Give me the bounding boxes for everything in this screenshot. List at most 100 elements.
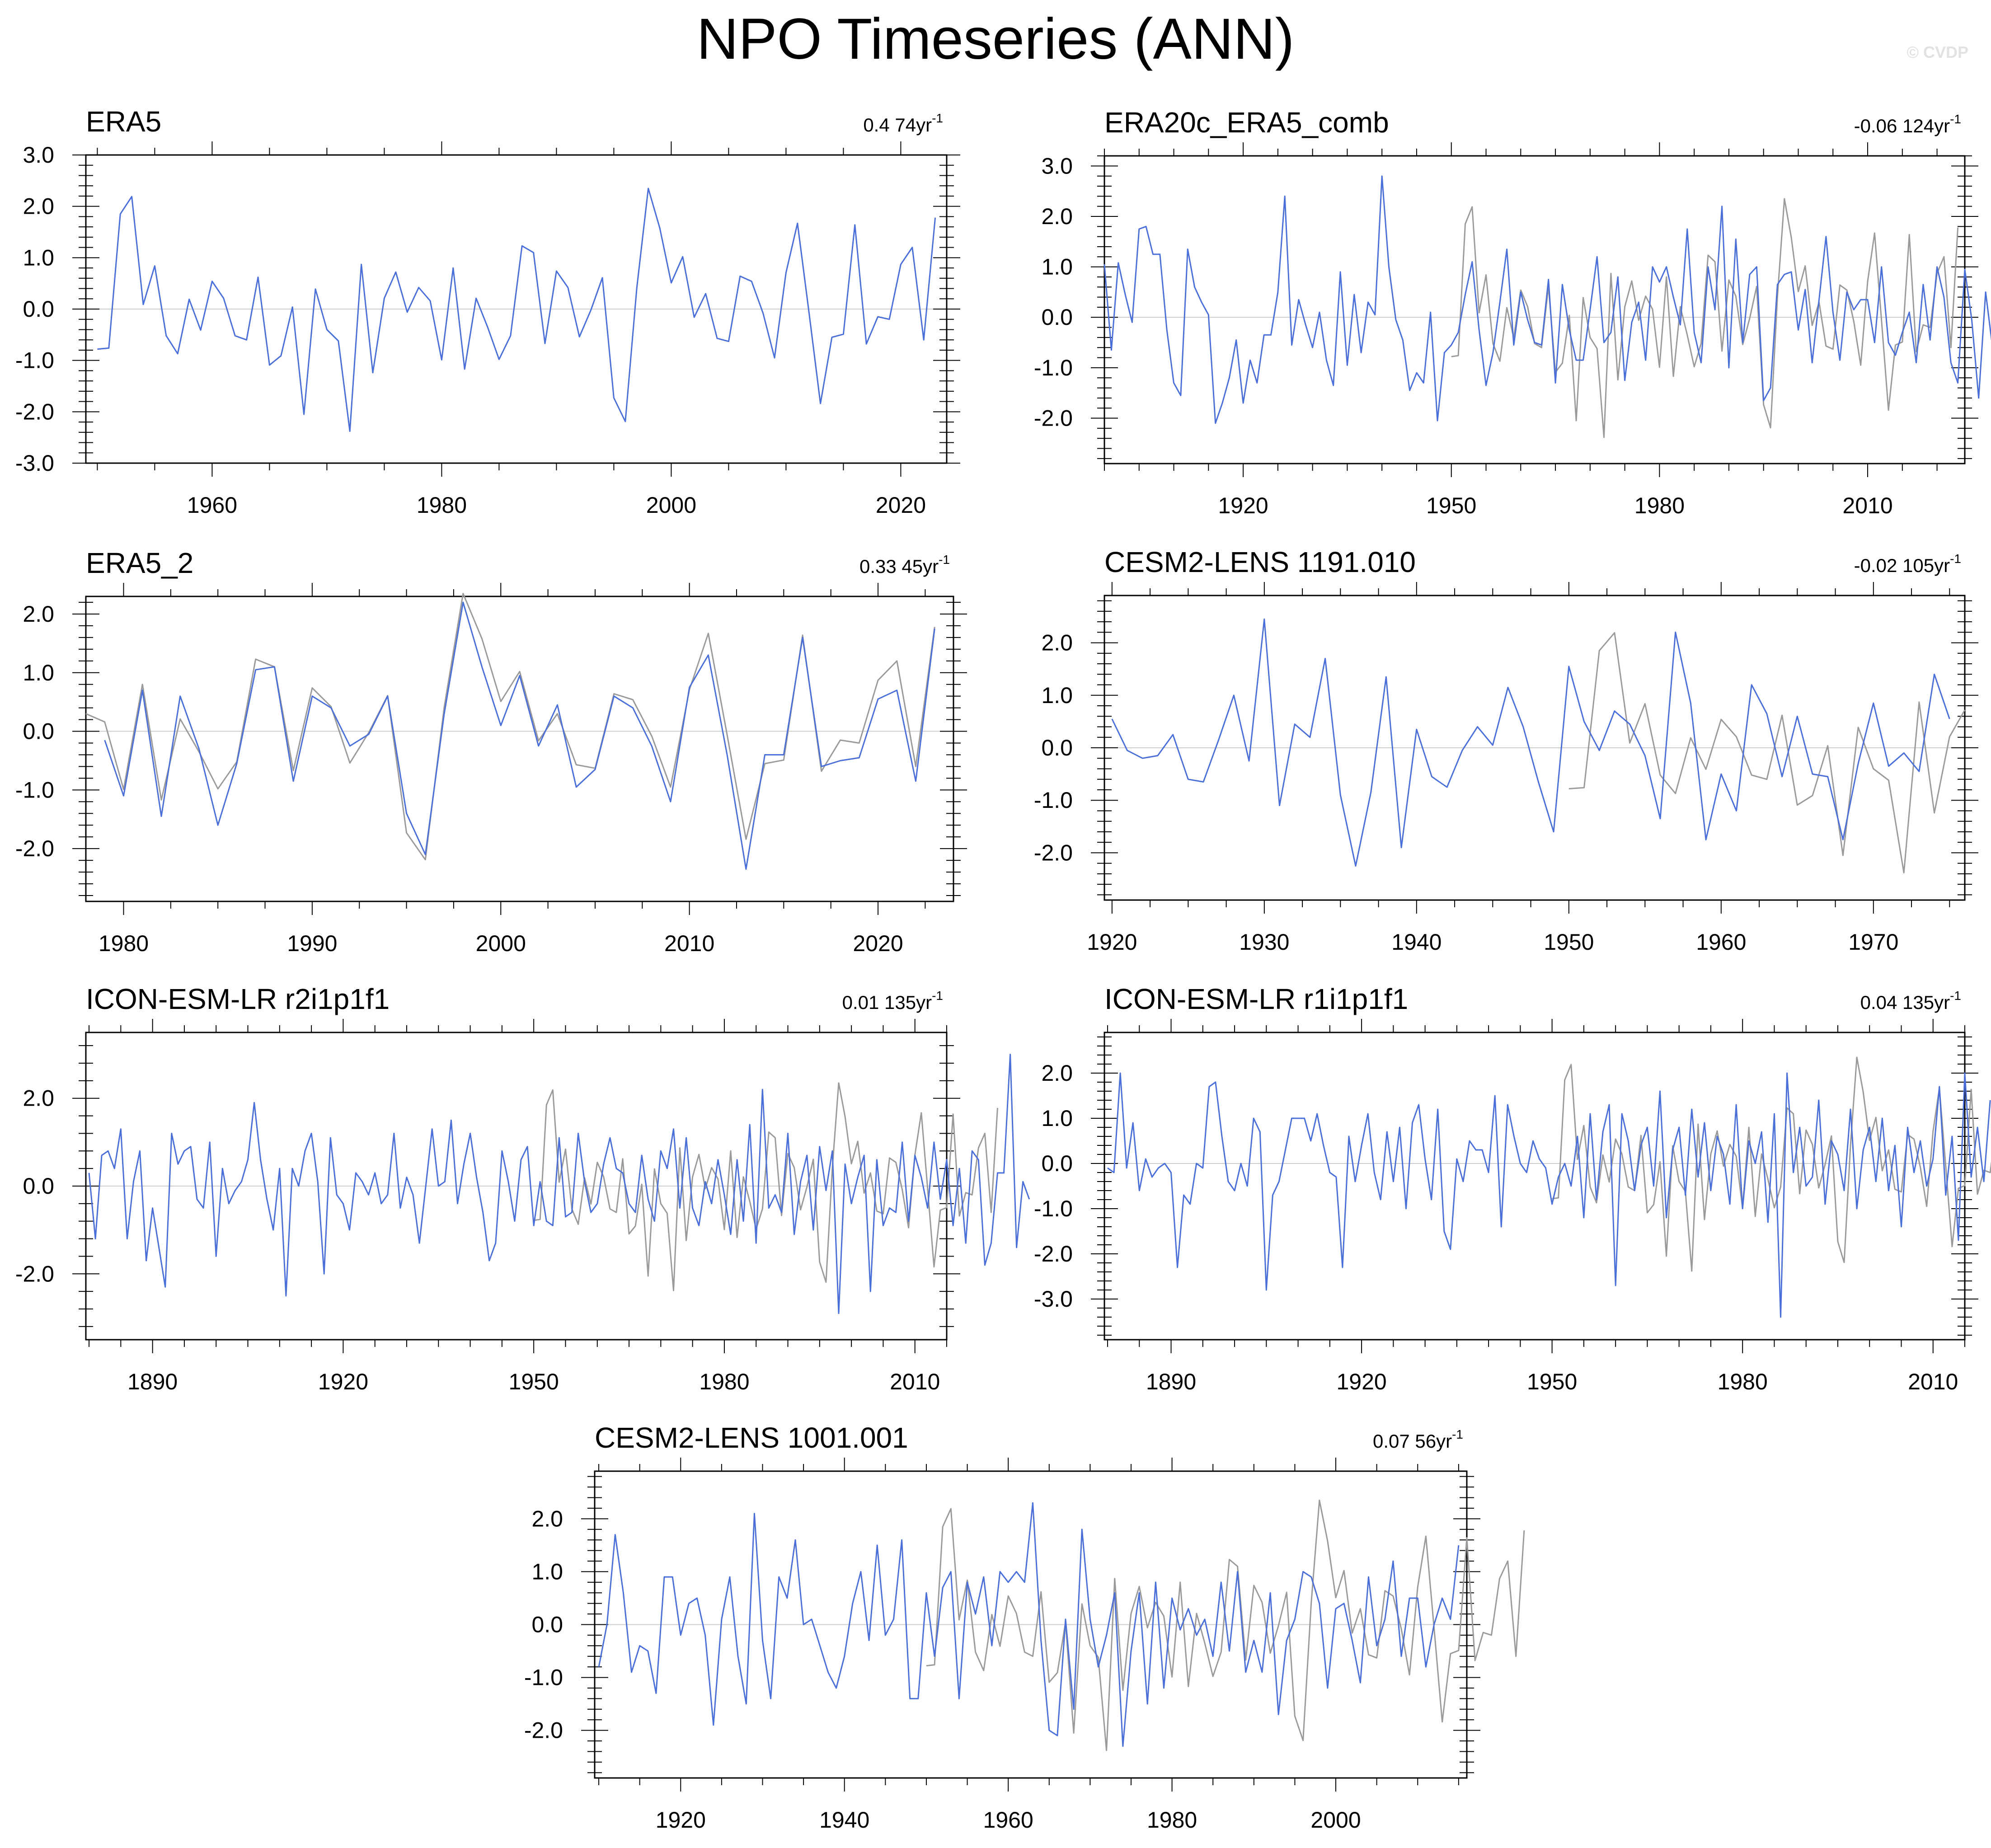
x-tick-label: 1980 — [1718, 1369, 1768, 1394]
x-tick-label: 1950 — [1426, 493, 1476, 518]
panel-4: CESM2-LENS 1191.010 -0.02 105yr-1 -2.0 -1.0… — [1034, 546, 1978, 955]
trend-label: -0.02 105yr-1 — [1854, 552, 1961, 576]
page-title: NPO Timeseries (ANN) — [696, 7, 1295, 71]
x-tick-label: 2010 — [890, 1369, 940, 1394]
series-line-secondary — [533, 1082, 998, 1291]
x-tick-label: 1980 — [699, 1369, 749, 1394]
series-line-primary — [88, 1054, 1030, 1314]
x-tick-label: 2000 — [646, 492, 696, 518]
x-tick-label: 1980 — [1147, 1807, 1197, 1833]
x-tick-label: 1970 — [1848, 929, 1898, 955]
y-tick-label: 0.0 — [531, 1612, 563, 1637]
y-tick-label: -3.0 — [15, 450, 54, 476]
trend-label: 0.01 135yr-1 — [842, 989, 943, 1013]
y-tick-label: -1.0 — [1034, 788, 1073, 813]
series-line-primary — [598, 1502, 1460, 1747]
series-line-secondary — [1451, 198, 1959, 438]
x-tick-label: 1980 — [417, 492, 467, 518]
y-tick-label: -2.0 — [1034, 1241, 1073, 1266]
y-tick-label: -2.0 — [524, 1718, 563, 1743]
y-tick-label: -2.0 — [15, 399, 54, 424]
y-tick-label: 3.0 — [23, 142, 54, 168]
panel-title: ICON-ESM-LR r1i1p1f1 — [1104, 983, 1408, 1015]
trend-label: 0.4 74yr-1 — [863, 111, 943, 136]
trend-label: -0.06 124yr-1 — [1854, 112, 1961, 136]
x-tick-label: 1960 — [187, 492, 237, 518]
y-tick-label: -2.0 — [15, 836, 54, 861]
panel-5: ICON-ESM-LR r2i1p1f1 0.01 135yr-1 -2.0 0.0 2… — [15, 983, 1030, 1394]
x-tick-label: 1920 — [1087, 929, 1137, 955]
y-tick-label: -1.0 — [1034, 355, 1073, 380]
trend-label: 0.04 135yr-1 — [1860, 989, 1961, 1013]
panel-2: ERA20c_ERA5_comb -0.06 124yr-1 -2.0 -1.0 0.0… — [1034, 106, 1991, 518]
series-line-secondary — [926, 1499, 1525, 1751]
panel-title: CESM2-LENS 1191.010 — [1104, 546, 1416, 578]
series-line-primary — [104, 601, 935, 870]
series-line-secondary — [85, 593, 935, 861]
panel-6: ICON-ESM-LR r1i1p1f1 0.04 135yr-1 -3.0 -2.0… — [1034, 983, 1991, 1394]
y-tick-label: 1.0 — [23, 245, 54, 270]
plot-frame — [1104, 155, 1966, 464]
x-tick-label: 1890 — [1146, 1369, 1196, 1394]
series-line-primary — [1111, 618, 1950, 867]
series-line-secondary — [1568, 632, 1966, 874]
x-tick-label: 1990 — [287, 931, 337, 956]
y-tick-label: 0.0 — [23, 1173, 54, 1199]
y-tick-label: -2.0 — [1034, 406, 1073, 431]
y-tick-label: 0.0 — [23, 296, 54, 322]
y-tick-label: 2.0 — [1041, 1060, 1073, 1086]
y-tick-label: 1.0 — [1041, 1106, 1073, 1131]
y-tick-label: 1.0 — [1041, 683, 1073, 708]
panel-title: ICON-ESM-LR r2i1p1f1 — [86, 983, 390, 1015]
y-tick-label: -1.0 — [524, 1665, 563, 1690]
x-tick-label: 1950 — [1544, 929, 1594, 955]
y-tick-label: 2.0 — [23, 601, 54, 627]
x-tick-label: 1940 — [819, 1807, 869, 1833]
x-tick-label: 1920 — [656, 1807, 706, 1833]
y-tick-label: -1.0 — [1034, 1196, 1073, 1221]
y-tick-label: 2.0 — [23, 194, 54, 219]
x-tick-label: 1920 — [1336, 1369, 1386, 1394]
panel-title: ERA5_2 — [86, 547, 193, 579]
y-tick-label: 0.0 — [23, 719, 54, 744]
x-tick-label: 1920 — [318, 1369, 368, 1394]
x-tick-label: 1940 — [1391, 929, 1442, 955]
y-tick-label: 2.0 — [1041, 630, 1073, 656]
x-tick-label: 1980 — [99, 931, 149, 956]
x-tick-label: 2000 — [1310, 1807, 1361, 1833]
y-tick-label: 2.0 — [531, 1506, 563, 1531]
trend-label: 0.07 56yr-1 — [1373, 1427, 1463, 1452]
y-tick-label: 3.0 — [1041, 153, 1073, 178]
series-line-primary — [1107, 1072, 1991, 1318]
x-tick-label: 1890 — [127, 1369, 178, 1394]
y-tick-label: 1.0 — [531, 1559, 563, 1584]
x-tick-label: 1960 — [983, 1807, 1033, 1833]
x-tick-label: 1930 — [1239, 929, 1289, 955]
trend-label: 0.33 45yr-1 — [859, 553, 950, 577]
y-tick-label: -1.0 — [15, 348, 54, 373]
x-tick-label: 2020 — [876, 492, 926, 518]
plot-frame — [85, 596, 954, 902]
y-tick-label: 2.0 — [23, 1086, 54, 1111]
panel-3: ERA5_2 0.33 45yr-1 -2.0 -1.0 0.0 1.0 2.0 1980 19… — [15, 547, 967, 956]
panel-7: CESM2-LENS 1001.001 0.07 56yr-1 -2.0 -1.0 0.… — [524, 1421, 1525, 1833]
series-line-primary — [97, 188, 936, 432]
plot-frame — [1104, 1032, 1966, 1341]
x-tick-label: 1950 — [1527, 1369, 1577, 1394]
x-tick-label: 1980 — [1634, 493, 1685, 518]
x-tick-label: 2010 — [1842, 493, 1892, 518]
panel-title: ERA20c_ERA5_comb — [1104, 106, 1389, 139]
y-tick-label: -1.0 — [15, 777, 54, 802]
y-tick-label: 0.0 — [1041, 735, 1073, 760]
x-tick-label: 2020 — [853, 931, 903, 956]
panel-1: ERA5 0.4 74yr-1 -3.0 -2.0 -1.0 0.0 1.0 2.0 3.0 19… — [15, 105, 960, 518]
y-tick-label: -2.0 — [1034, 840, 1073, 865]
y-tick-label: -2.0 — [15, 1261, 54, 1286]
x-tick-label: 1950 — [509, 1369, 559, 1394]
x-tick-label: 2000 — [476, 931, 526, 956]
series-line-primary — [1104, 175, 1991, 424]
y-tick-label: 0.0 — [1041, 1151, 1073, 1176]
y-tick-label: 1.0 — [1041, 254, 1073, 280]
x-tick-label: 1920 — [1218, 493, 1268, 518]
